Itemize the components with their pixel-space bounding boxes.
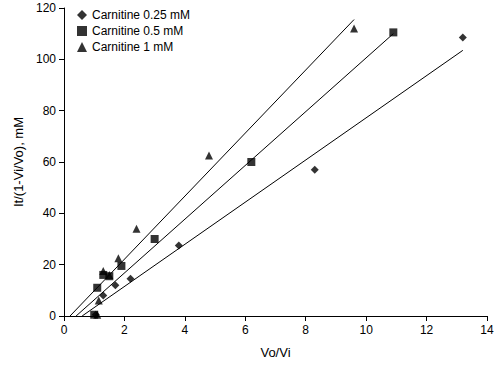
svg-text:2: 2: [121, 323, 128, 337]
svg-text:40: 40: [43, 206, 57, 220]
svg-text:Vo/Vi: Vo/Vi: [260, 345, 290, 360]
svg-text:Carnitine 1 mM: Carnitine 1 mM: [92, 40, 173, 54]
svg-text:0: 0: [49, 309, 56, 323]
svg-text:60: 60: [43, 155, 57, 169]
svg-text:4: 4: [182, 323, 189, 337]
svg-text:It/(1-Vi/Vo), mM: It/(1-Vi/Vo), mM: [11, 117, 26, 207]
svg-text:100: 100: [36, 52, 56, 66]
svg-text:20: 20: [43, 258, 57, 272]
svg-text:Carnitine 0.5 mM: Carnitine 0.5 mM: [92, 24, 183, 38]
svg-text:Carnitine 0.25 mM: Carnitine 0.25 mM: [92, 8, 190, 22]
svg-text:10: 10: [359, 323, 373, 337]
svg-text:12: 12: [420, 323, 434, 337]
svg-text:80: 80: [43, 104, 57, 118]
svg-text:6: 6: [242, 323, 249, 337]
svg-text:0: 0: [61, 323, 68, 337]
svg-text:8: 8: [302, 323, 309, 337]
svg-text:14: 14: [480, 323, 494, 337]
svg-text:120: 120: [36, 1, 56, 15]
